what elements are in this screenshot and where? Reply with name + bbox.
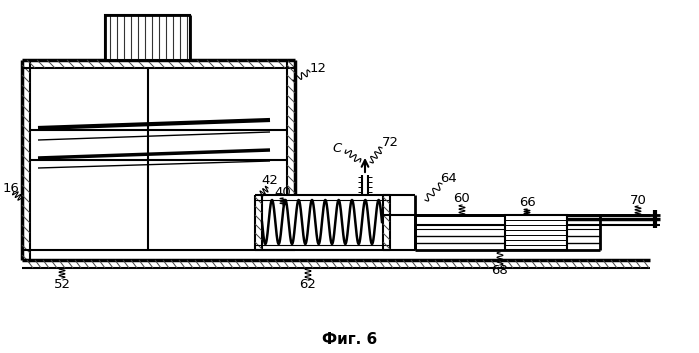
Text: 68: 68: [491, 263, 508, 276]
Text: 72: 72: [382, 137, 399, 150]
Text: 42: 42: [261, 174, 278, 186]
Text: 52: 52: [54, 277, 71, 291]
Bar: [105, 15, 190, 60]
Text: C: C: [333, 142, 342, 155]
Text: 66: 66: [519, 197, 535, 209]
Text: 60: 60: [454, 191, 470, 204]
Text: 62: 62: [300, 279, 317, 292]
Text: 70: 70: [630, 193, 647, 207]
Bar: [505, 215, 567, 250]
Text: 64: 64: [440, 172, 456, 185]
Text: 12: 12: [310, 61, 327, 74]
Text: Фиг. 6: Фиг. 6: [322, 333, 377, 347]
Text: 40: 40: [275, 185, 291, 198]
Text: 16: 16: [3, 181, 20, 195]
